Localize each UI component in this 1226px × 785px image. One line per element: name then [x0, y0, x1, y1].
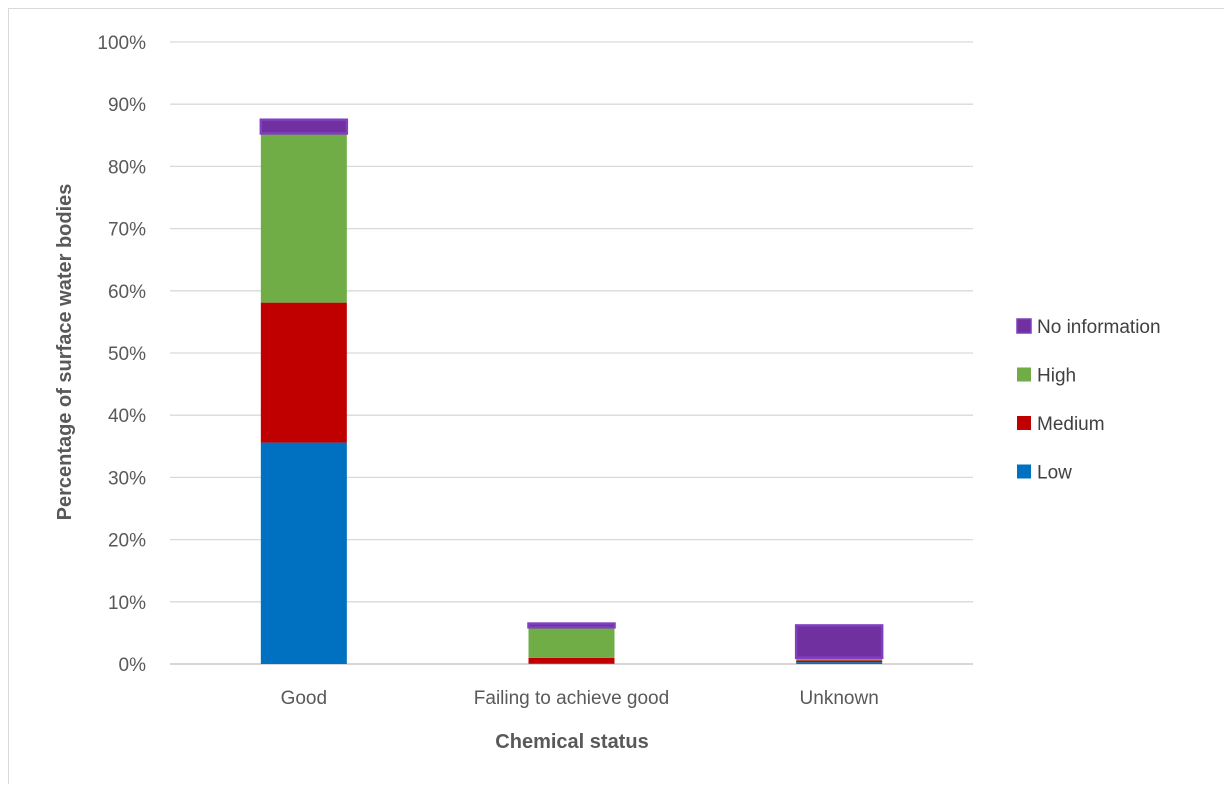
- bar-low-0: [260, 442, 347, 664]
- y-tick-label: 20%: [108, 531, 146, 552]
- legend: No information High Medium Low: [1016, 317, 1161, 484]
- y-tick-label: 30%: [108, 468, 146, 489]
- legend-label-low: Low: [1037, 463, 1072, 484]
- x-axis-title: Chemical status: [495, 731, 648, 753]
- bar-low-1: [528, 663, 615, 664]
- bar-medium-2: [796, 660, 883, 663]
- y-tick-label: 10%: [108, 593, 146, 614]
- y-tick-label: 80%: [108, 157, 146, 178]
- bar-no-information-2: [794, 624, 884, 660]
- bar-high-1: [528, 627, 615, 658]
- y-tick-label: 100%: [97, 33, 146, 54]
- bar-medium-0: [260, 302, 347, 443]
- legend-swatch-medium: [1017, 416, 1031, 430]
- legend-swatch-low: [1017, 464, 1031, 479]
- bars: [259, 118, 884, 664]
- y-tick-label: 90%: [108, 95, 146, 116]
- tick-labels: 0% 10% 20% 30% 40% 50% 60% 70% 80% 90% 100% Good Fai…: [97, 33, 878, 709]
- y-tick-label: 50%: [108, 344, 146, 365]
- legend-label-medium: Medium: [1037, 414, 1105, 435]
- x-tick-label: Failing to achieve good: [474, 688, 669, 709]
- y-axis-title: Percentage of surface water bodies: [54, 184, 76, 521]
- x-tick-label: Unknown: [800, 688, 879, 709]
- y-tick-label: 0%: [119, 655, 147, 676]
- chart-frame: [8, 8, 1224, 784]
- bar-no-information-1: [527, 622, 616, 629]
- x-tick-label: Good: [281, 688, 327, 709]
- legend-label-high: High: [1037, 366, 1076, 387]
- y-tick-label: 40%: [108, 406, 146, 427]
- legend-swatch-no-information: [1016, 318, 1032, 334]
- bar-high-0: [260, 133, 347, 303]
- bar-no-information-0: [259, 118, 349, 135]
- legend-swatch-high: [1017, 367, 1031, 382]
- bar-low-2: [796, 662, 883, 664]
- y-tick-label: 60%: [108, 282, 146, 303]
- bar-medium-1: [528, 657, 615, 664]
- y-tick-label: 70%: [108, 220, 146, 241]
- legend-label-no-information: No information: [1037, 317, 1161, 338]
